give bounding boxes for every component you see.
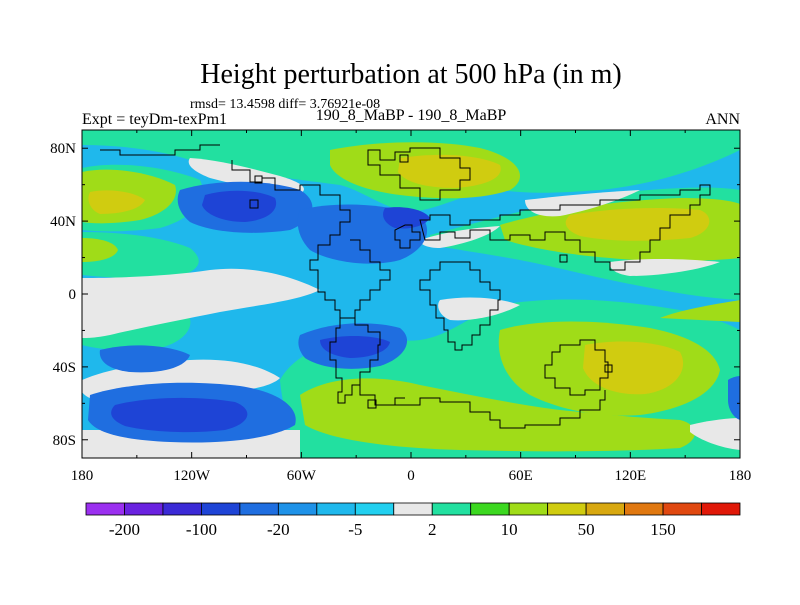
colorbar-label: 10 xyxy=(501,520,518,539)
colorbar-swatch xyxy=(662,502,702,516)
colorbar-label: -20 xyxy=(267,520,290,539)
band-grey-mid-atlantic xyxy=(420,226,500,248)
colorbar-swatch xyxy=(393,502,433,516)
coastline-europe xyxy=(394,224,421,249)
colorbar-label: -100 xyxy=(186,520,217,539)
colorbar-swatch xyxy=(239,502,279,516)
coastline-island-3 xyxy=(367,399,377,409)
coastline-south-america xyxy=(329,317,381,404)
colorbar-swatch xyxy=(470,502,510,516)
x-tick-label: 180 xyxy=(729,468,752,484)
coastline-north-america xyxy=(231,160,391,319)
colorbar-label: -5 xyxy=(348,520,362,539)
band-blue-dark-atlantic xyxy=(383,207,430,229)
band-gold-indian-ocean xyxy=(583,341,684,395)
coastline-island-1 xyxy=(249,199,259,209)
coastlines xyxy=(100,144,711,429)
colorbar-swatch xyxy=(547,502,587,516)
colorbar-swatch xyxy=(624,502,664,516)
band-lime-west-tropics xyxy=(82,238,118,262)
colorbar-swatch xyxy=(316,502,356,516)
coastline-australia xyxy=(544,339,609,396)
band-gold-asia xyxy=(565,207,710,241)
x-tick-label: 120W xyxy=(173,468,211,484)
coastline-eurasia xyxy=(419,184,711,271)
colorbar-label: 2 xyxy=(428,520,437,539)
x-tick-label: 60W xyxy=(287,468,317,484)
colorbar-swatch xyxy=(201,502,241,516)
x-tick-label: 180 xyxy=(71,468,94,484)
coastline-antarctic-peninsula xyxy=(359,385,405,406)
colorbar-swatch xyxy=(354,502,395,516)
coastline-greenland-arctic xyxy=(367,147,471,201)
colorbar-label: 150 xyxy=(650,520,676,539)
band-grey-east-pacific xyxy=(609,259,720,276)
colorbar-swatch xyxy=(85,502,125,516)
x-tick-label: 0 xyxy=(407,468,415,484)
colorbar-swatch xyxy=(162,502,202,516)
coastline-island-5 xyxy=(559,254,568,263)
y-tick-label: 0 xyxy=(69,287,77,303)
colorbar-swatch xyxy=(508,502,549,516)
coastline-island-4 xyxy=(604,364,613,373)
coastline-africa xyxy=(419,261,501,351)
coastline-island-6 xyxy=(254,175,263,184)
band-grey-south-east xyxy=(690,418,740,450)
colorbar-label: 50 xyxy=(578,520,595,539)
coastline-arctic-top xyxy=(100,144,220,156)
x-axis: 180 120W 60W 0 60E 120E 180 xyxy=(71,130,752,484)
colorbar-label: -200 xyxy=(109,520,140,539)
chart-title: Height perturbation at 500 hPa (in m) xyxy=(200,59,621,90)
contour-bands-orange xyxy=(88,154,710,395)
band-blue-dark-south-pacific xyxy=(111,397,248,433)
colorbar-swatch xyxy=(585,502,625,516)
y-tick-label: 40N xyxy=(50,214,76,230)
season-label: ANN xyxy=(705,111,740,128)
case-label: 190_8_MaBP - 190_8_MaBP xyxy=(316,107,507,124)
plot-area xyxy=(82,130,740,458)
colorbar-swatch xyxy=(701,502,741,516)
y-tick-label: 40S xyxy=(53,360,76,376)
y-axis: 80N 40N 0 40S 80S xyxy=(50,141,740,449)
band-gold-north-pacific xyxy=(88,190,145,214)
y-tick-label: 80N xyxy=(50,141,76,157)
band-gold-arctic xyxy=(398,154,501,188)
x-tick-label: 60E xyxy=(509,468,533,484)
experiment-label: Expt = teyDm-texPm1 xyxy=(82,111,227,128)
colorbar-swatch xyxy=(124,502,164,516)
band-grey-eastern-tropics xyxy=(438,297,520,321)
contour-bands-negative xyxy=(88,181,740,443)
band-blue-south-west xyxy=(99,345,190,373)
x-tick-label: 120E xyxy=(614,468,646,484)
colorbar: -200 -100 -20 -5 2 10 50 150 xyxy=(85,502,741,539)
band-lime-east xyxy=(660,300,740,322)
band-grey-west-tropics xyxy=(82,268,320,338)
colorbar-swatch xyxy=(431,502,472,516)
y-tick-label: 80S xyxy=(53,433,76,449)
band-blue-dark-south-america xyxy=(320,336,390,358)
band-blue-east-edge xyxy=(728,376,740,420)
coastline-island-2 xyxy=(399,154,409,163)
colorbar-swatch xyxy=(277,502,318,516)
coastline-antarctica xyxy=(395,390,606,429)
band-blue-dark-north-pacific xyxy=(202,190,277,222)
band-lime-southern xyxy=(300,378,695,452)
stats-line: rmsd= 13.4598 diff= 3.76921e-08 xyxy=(190,97,380,112)
